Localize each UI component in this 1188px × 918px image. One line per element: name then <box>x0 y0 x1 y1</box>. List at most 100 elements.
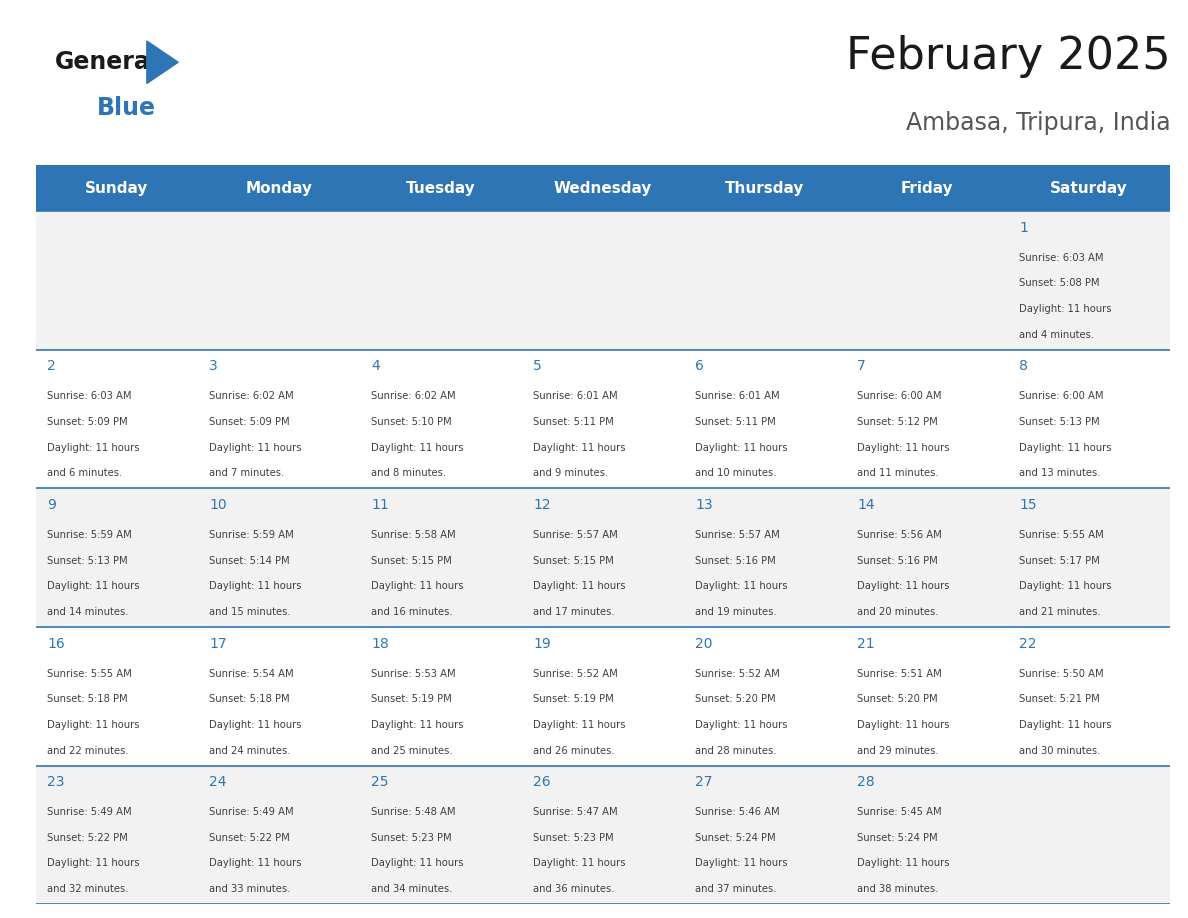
Text: 18: 18 <box>371 637 388 651</box>
Text: Sunset: 5:15 PM: Sunset: 5:15 PM <box>371 555 451 565</box>
Text: 19: 19 <box>533 637 551 651</box>
Text: Sunset: 5:18 PM: Sunset: 5:18 PM <box>48 694 127 704</box>
Text: Daylight: 11 hours: Daylight: 11 hours <box>695 858 788 868</box>
Text: Sunset: 5:09 PM: Sunset: 5:09 PM <box>209 417 290 427</box>
Text: and 26 minutes.: and 26 minutes. <box>533 745 615 756</box>
Text: 24: 24 <box>209 776 227 789</box>
Text: Sunset: 5:21 PM: Sunset: 5:21 PM <box>1019 694 1100 704</box>
Bar <box>36 766 1170 904</box>
Text: General: General <box>55 50 158 74</box>
Text: Daylight: 11 hours: Daylight: 11 hours <box>209 581 302 591</box>
Text: Daylight: 11 hours: Daylight: 11 hours <box>695 442 788 453</box>
Text: 16: 16 <box>48 637 64 651</box>
Text: Sunset: 5:16 PM: Sunset: 5:16 PM <box>858 555 939 565</box>
Text: Sunrise: 6:01 AM: Sunrise: 6:01 AM <box>533 391 618 401</box>
Text: Sunset: 5:23 PM: Sunset: 5:23 PM <box>371 833 451 843</box>
Text: Daylight: 11 hours: Daylight: 11 hours <box>533 442 626 453</box>
Text: and 14 minutes.: and 14 minutes. <box>48 607 128 617</box>
Text: 26: 26 <box>533 776 551 789</box>
Text: Sunset: 5:15 PM: Sunset: 5:15 PM <box>533 555 614 565</box>
Text: and 29 minutes.: and 29 minutes. <box>858 745 939 756</box>
Text: 25: 25 <box>371 776 388 789</box>
Text: Daylight: 11 hours: Daylight: 11 hours <box>533 720 626 730</box>
Text: 4: 4 <box>371 360 380 374</box>
Text: and 36 minutes.: and 36 minutes. <box>533 884 614 894</box>
Text: Wednesday: Wednesday <box>554 181 652 196</box>
Text: Sunset: 5:22 PM: Sunset: 5:22 PM <box>48 833 128 843</box>
Text: Sunset: 5:19 PM: Sunset: 5:19 PM <box>533 694 614 704</box>
Text: Daylight: 11 hours: Daylight: 11 hours <box>858 581 950 591</box>
Text: and 8 minutes.: and 8 minutes. <box>371 468 447 478</box>
Text: 9: 9 <box>48 498 56 512</box>
Text: Daylight: 11 hours: Daylight: 11 hours <box>858 442 950 453</box>
Text: and 24 minutes.: and 24 minutes. <box>209 745 291 756</box>
Text: and 22 minutes.: and 22 minutes. <box>48 745 128 756</box>
Text: and 21 minutes.: and 21 minutes. <box>1019 607 1101 617</box>
Text: Sunrise: 5:46 AM: Sunrise: 5:46 AM <box>695 807 779 817</box>
Text: Sunset: 5:13 PM: Sunset: 5:13 PM <box>1019 417 1100 427</box>
Text: Sunset: 5:09 PM: Sunset: 5:09 PM <box>48 417 127 427</box>
Bar <box>36 627 1170 766</box>
Text: and 30 minutes.: and 30 minutes. <box>1019 745 1101 756</box>
Text: and 7 minutes.: and 7 minutes. <box>209 468 284 478</box>
Text: Sunset: 5:14 PM: Sunset: 5:14 PM <box>209 555 290 565</box>
Text: Sunset: 5:11 PM: Sunset: 5:11 PM <box>695 417 776 427</box>
Text: and 17 minutes.: and 17 minutes. <box>533 607 615 617</box>
Text: 6: 6 <box>695 360 704 374</box>
Text: Sunset: 5:12 PM: Sunset: 5:12 PM <box>858 417 939 427</box>
Text: Sunrise: 5:50 AM: Sunrise: 5:50 AM <box>1019 668 1104 678</box>
Text: Sunrise: 6:03 AM: Sunrise: 6:03 AM <box>1019 252 1104 263</box>
Text: Daylight: 11 hours: Daylight: 11 hours <box>371 442 463 453</box>
Text: and 37 minutes.: and 37 minutes. <box>695 884 777 894</box>
Text: Sunset: 5:10 PM: Sunset: 5:10 PM <box>371 417 451 427</box>
Text: Sunset: 5:20 PM: Sunset: 5:20 PM <box>858 694 939 704</box>
Text: and 33 minutes.: and 33 minutes. <box>209 884 290 894</box>
Text: Sunset: 5:18 PM: Sunset: 5:18 PM <box>209 694 290 704</box>
Text: 10: 10 <box>209 498 227 512</box>
Text: and 9 minutes.: and 9 minutes. <box>533 468 608 478</box>
Text: Sunrise: 6:02 AM: Sunrise: 6:02 AM <box>209 391 293 401</box>
Text: Sunrise: 6:00 AM: Sunrise: 6:00 AM <box>858 391 942 401</box>
Text: Sunrise: 5:54 AM: Sunrise: 5:54 AM <box>209 668 293 678</box>
Text: Sunset: 5:17 PM: Sunset: 5:17 PM <box>1019 555 1100 565</box>
Text: Sunset: 5:23 PM: Sunset: 5:23 PM <box>533 833 614 843</box>
Text: 3: 3 <box>209 360 217 374</box>
Text: and 11 minutes.: and 11 minutes. <box>858 468 939 478</box>
Text: 21: 21 <box>858 637 876 651</box>
Text: and 20 minutes.: and 20 minutes. <box>858 607 939 617</box>
Text: Sunrise: 5:51 AM: Sunrise: 5:51 AM <box>858 668 942 678</box>
Text: Sunrise: 5:45 AM: Sunrise: 5:45 AM <box>858 807 942 817</box>
Text: and 19 minutes.: and 19 minutes. <box>695 607 777 617</box>
Text: Daylight: 11 hours: Daylight: 11 hours <box>48 442 139 453</box>
Text: Sunrise: 5:57 AM: Sunrise: 5:57 AM <box>695 530 781 540</box>
Text: Daylight: 11 hours: Daylight: 11 hours <box>858 858 950 868</box>
Text: 15: 15 <box>1019 498 1037 512</box>
Text: Daylight: 11 hours: Daylight: 11 hours <box>209 858 302 868</box>
Text: Sunrise: 5:53 AM: Sunrise: 5:53 AM <box>371 668 456 678</box>
Text: Daylight: 11 hours: Daylight: 11 hours <box>1019 581 1112 591</box>
Text: Daylight: 11 hours: Daylight: 11 hours <box>209 442 302 453</box>
Text: and 15 minutes.: and 15 minutes. <box>209 607 291 617</box>
Text: Sunrise: 5:57 AM: Sunrise: 5:57 AM <box>533 530 618 540</box>
Bar <box>36 350 1170 488</box>
Text: 20: 20 <box>695 637 713 651</box>
Text: and 25 minutes.: and 25 minutes. <box>371 745 453 756</box>
Text: Sunrise: 5:59 AM: Sunrise: 5:59 AM <box>209 530 293 540</box>
Text: Sunrise: 6:02 AM: Sunrise: 6:02 AM <box>371 391 456 401</box>
Text: Blue: Blue <box>96 95 156 119</box>
Text: and 16 minutes.: and 16 minutes. <box>371 607 453 617</box>
Bar <box>36 211 1170 350</box>
Text: and 4 minutes.: and 4 minutes. <box>1019 330 1094 340</box>
Text: 14: 14 <box>858 498 876 512</box>
Text: Daylight: 11 hours: Daylight: 11 hours <box>695 581 788 591</box>
Text: Daylight: 11 hours: Daylight: 11 hours <box>1019 304 1112 314</box>
Text: 27: 27 <box>695 776 713 789</box>
Text: Daylight: 11 hours: Daylight: 11 hours <box>533 858 626 868</box>
Text: Daylight: 11 hours: Daylight: 11 hours <box>48 720 139 730</box>
Text: Sunrise: 6:00 AM: Sunrise: 6:00 AM <box>1019 391 1104 401</box>
Text: and 38 minutes.: and 38 minutes. <box>858 884 939 894</box>
Text: Thursday: Thursday <box>726 181 804 196</box>
Text: and 13 minutes.: and 13 minutes. <box>1019 468 1101 478</box>
Text: Tuesday: Tuesday <box>406 181 475 196</box>
Text: Monday: Monday <box>245 181 312 196</box>
